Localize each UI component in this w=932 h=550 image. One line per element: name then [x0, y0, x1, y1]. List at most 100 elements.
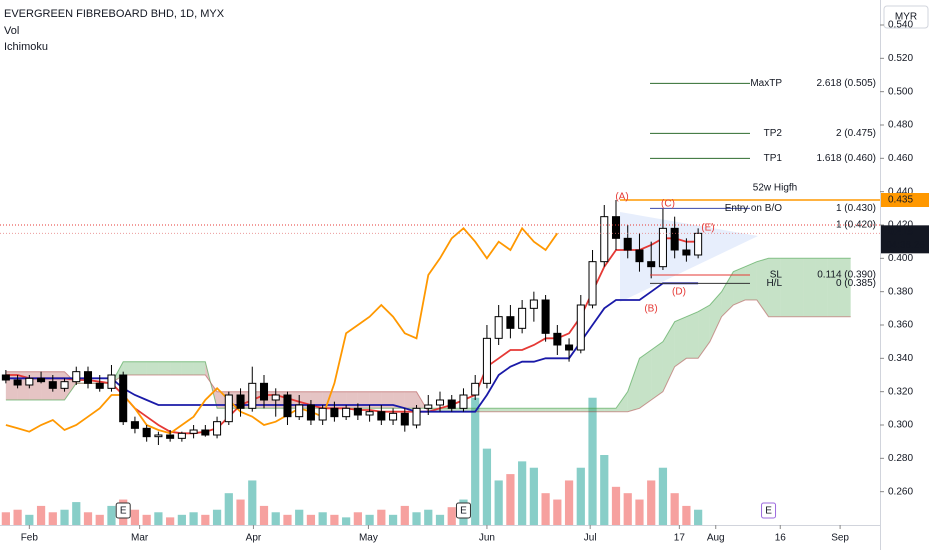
countdown: 04:38:26 [886, 240, 925, 251]
volume-bar [647, 480, 656, 525]
volume-bar [435, 514, 445, 525]
indicator-label: Vol [4, 25, 19, 37]
candle-body [342, 407, 351, 418]
candle-body [295, 404, 304, 418]
volume-bar [212, 509, 222, 525]
cloud-segment [780, 258, 792, 317]
volume-bar [72, 502, 81, 525]
cloud-segment [580, 408, 593, 412]
candle-body [177, 432, 186, 439]
cloud-segment [686, 311, 699, 359]
cloud-segment [651, 341, 663, 400]
volume-bar [13, 509, 22, 525]
cloud-segment [404, 391, 417, 409]
candle-body [588, 261, 597, 306]
candle-body [1, 374, 10, 381]
cloud-segment [733, 266, 746, 305]
volume-bar [518, 461, 527, 525]
currency-button[interactable] [883, 5, 929, 29]
axis-price-label: 0.435 [888, 195, 913, 206]
cloud-segment [475, 408, 487, 412]
volume-bar [482, 448, 492, 525]
candle-body [494, 316, 503, 339]
candle-body [647, 261, 656, 268]
cloud-segment [158, 361, 171, 375]
x-tick-label: Aug [707, 533, 725, 544]
event-label: E [120, 506, 127, 517]
x-tick-label: Jun [479, 533, 495, 544]
fib-level-label: 2 (0.475) [836, 128, 876, 139]
cloud-segment [745, 261, 757, 300]
cloud-segment [815, 258, 828, 317]
candle-body [25, 377, 34, 386]
cloud-segment [123, 361, 135, 375]
candle-body [529, 299, 538, 309]
x-tick-label: Feb [21, 533, 39, 544]
high-52w-name: 52w Higfh [753, 183, 797, 194]
cloud-segment [393, 391, 405, 409]
candle-body [142, 427, 151, 438]
plot: MaxTP 2.618 (0.505) TP2 2 (0.475) TP1 1.618 (… [0, 78, 880, 525]
volume-bar [330, 514, 339, 525]
event-label: E [765, 506, 772, 517]
candle-body [459, 394, 468, 409]
cloud-segment [29, 371, 42, 400]
cloud-segment [827, 258, 839, 317]
candle-body [365, 411, 374, 416]
cloud-segment [639, 350, 652, 409]
candle-body [48, 381, 57, 389]
cloud-segment [146, 361, 159, 375]
volume-bar [682, 505, 691, 525]
candle-body [506, 316, 515, 329]
cloud-segment [498, 408, 511, 412]
volume-bar [576, 467, 585, 525]
cloud-segment [674, 316, 687, 367]
cloud-segment [768, 258, 781, 317]
x-tick-label: Sep [831, 533, 849, 544]
candle-body [201, 429, 210, 436]
candle-body [189, 429, 198, 434]
candle-body [471, 382, 480, 396]
candle-body [236, 394, 245, 409]
event-marker [455, 502, 471, 519]
candle-body [166, 434, 175, 439]
volume-bar [600, 455, 609, 525]
y-tick-label: 0.520 [888, 53, 913, 64]
fib-level-name: Entry on B/O [725, 203, 782, 214]
volume-bar [48, 512, 57, 525]
fib-level-name: TP2 [764, 128, 783, 139]
cloud-segment [510, 408, 523, 412]
chart-title: EVERGREEN FIBREBOARD BHD, 1D, MYX [4, 8, 225, 20]
candle-body [600, 216, 609, 263]
currency[interactable]: MYR [895, 12, 917, 23]
volume-bar [283, 514, 292, 525]
indicator-line [5, 226, 559, 435]
volume-bar [130, 509, 140, 525]
candle-body [271, 394, 280, 401]
cloud-segment [592, 408, 605, 412]
candle-body [377, 411, 386, 421]
volume-bar [541, 493, 550, 525]
pattern-point: (E) [701, 223, 714, 234]
candle-body [435, 399, 445, 406]
candle-body [154, 434, 163, 438]
volume-bar [447, 507, 456, 525]
candle-body [611, 216, 621, 239]
candle-body [306, 404, 315, 421]
cloud-segment [181, 361, 194, 375]
cloud-segment [756, 258, 769, 317]
volume-bar [236, 499, 245, 525]
volume-bar [60, 509, 69, 525]
volume-bar [588, 397, 597, 525]
y-tick-label: 0.540 [888, 20, 913, 31]
cloud-segment [627, 358, 640, 412]
cloud-segment [709, 291, 722, 342]
candle-body [389, 412, 398, 421]
cloud-segment [803, 258, 816, 317]
candle-body [576, 304, 585, 351]
candle-body [412, 407, 421, 426]
volume-bar [353, 512, 362, 525]
pattern-point: (C) [661, 199, 675, 210]
